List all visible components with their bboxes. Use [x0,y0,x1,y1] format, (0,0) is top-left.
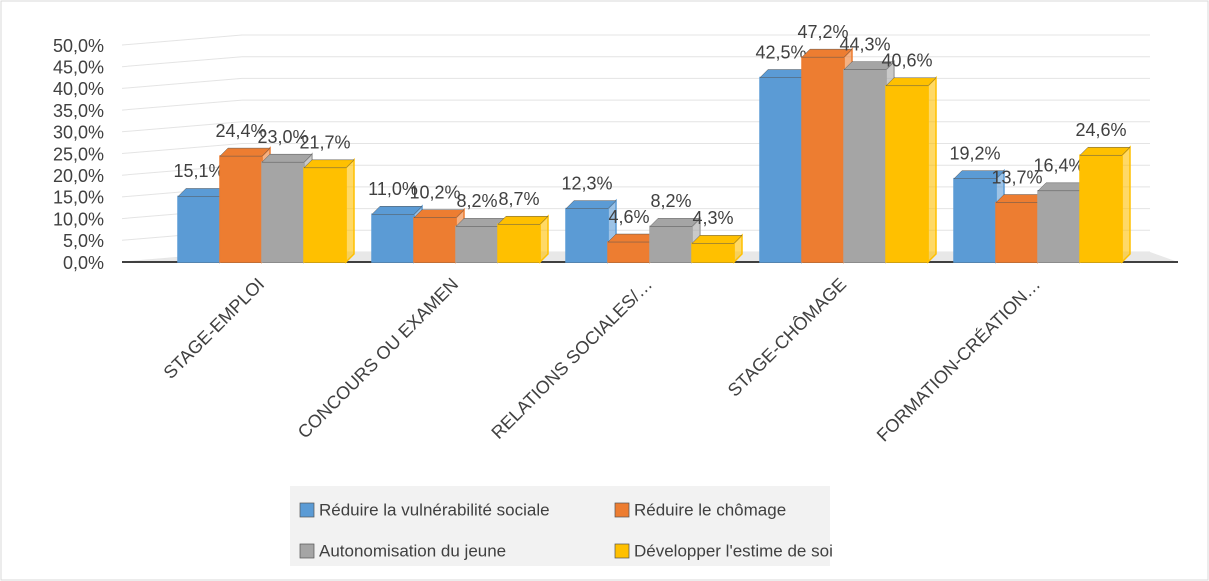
bar [885,85,929,263]
bar-top [371,206,423,215]
bar-top [953,170,1005,179]
bar [759,76,803,263]
legend-box [290,486,830,566]
value-label: 44,3% [839,34,890,54]
bar-top [843,61,895,70]
value-label: 8,7% [498,189,539,209]
value-label: 12,3% [561,173,612,193]
bar [177,195,221,263]
y-tick-label: 5,0% [63,231,104,251]
value-label: 15,1% [173,161,224,181]
value-label: 8,2% [456,191,497,211]
bar [1079,154,1123,263]
legend-swatch [614,502,630,518]
legend-label: Autonomisation du jeune [319,541,506,560]
bar [303,167,347,263]
value-label: 8,2% [650,191,691,211]
bar [1037,190,1081,263]
bar-top [497,215,549,225]
bar-top [885,77,937,87]
legend-swatch [299,502,315,518]
bar-top [1079,146,1131,156]
y-tick-label: 25,0% [53,144,104,164]
value-label: 42,5% [755,42,806,62]
y-tick-label: 40,0% [53,79,104,99]
bar [843,68,887,263]
bar [371,213,415,263]
bar [953,177,997,263]
grid-line [121,34,1150,46]
value-label: 24,4% [215,121,266,141]
bar [497,223,541,263]
bar-side [1121,145,1131,264]
value-label: 21,7% [299,133,350,153]
value-label: 24,6% [1075,120,1126,140]
bar [801,56,845,263]
bar-top [413,209,465,218]
y-tick-label: 35,0% [53,101,104,121]
value-label: 19,2% [949,143,1000,163]
bar [607,241,651,263]
value-label: 13,7% [991,167,1042,187]
value-label: 11,0% [368,179,418,199]
bar-top [261,153,313,163]
bar-top [691,235,743,244]
bar-top [649,218,701,227]
bar-top [219,147,271,157]
bar-side [345,158,355,264]
y-tick-label: 15,0% [53,188,104,208]
value-label: 4,3% [692,208,733,228]
bar [413,216,457,263]
legend-swatch [299,543,315,559]
bar-top [565,200,617,209]
bar [649,225,693,263]
legend-swatch [614,543,630,559]
bar-side [927,75,937,264]
bar [565,207,609,263]
value-label: 40,6% [881,51,932,71]
legend-label: Réduire le chômage [634,500,786,519]
bar [261,161,305,263]
legend-label: Développer l'estime de soi [634,541,833,560]
bar-top [801,48,853,58]
value-label: 23,0% [257,127,308,147]
y-tick-label: 45,0% [53,57,104,77]
y-tick-label: 20,0% [53,166,104,186]
bar [691,242,735,263]
bar [995,201,1039,263]
y-tick-label: 50,0% [53,36,104,56]
bar-top [303,159,355,169]
bar [219,155,263,263]
bar [455,225,499,263]
y-tick-label: 0,0% [63,253,104,273]
value-label: 4,6% [608,207,649,227]
value-label: 16,4% [1033,156,1084,176]
y-tick-label: 10,0% [53,209,104,229]
y-tick-label: 30,0% [53,123,104,143]
legend-label: Réduire la vulnérabilité sociale [319,500,550,519]
value-label: 10,2% [409,182,460,202]
value-label: 47,2% [797,22,848,42]
